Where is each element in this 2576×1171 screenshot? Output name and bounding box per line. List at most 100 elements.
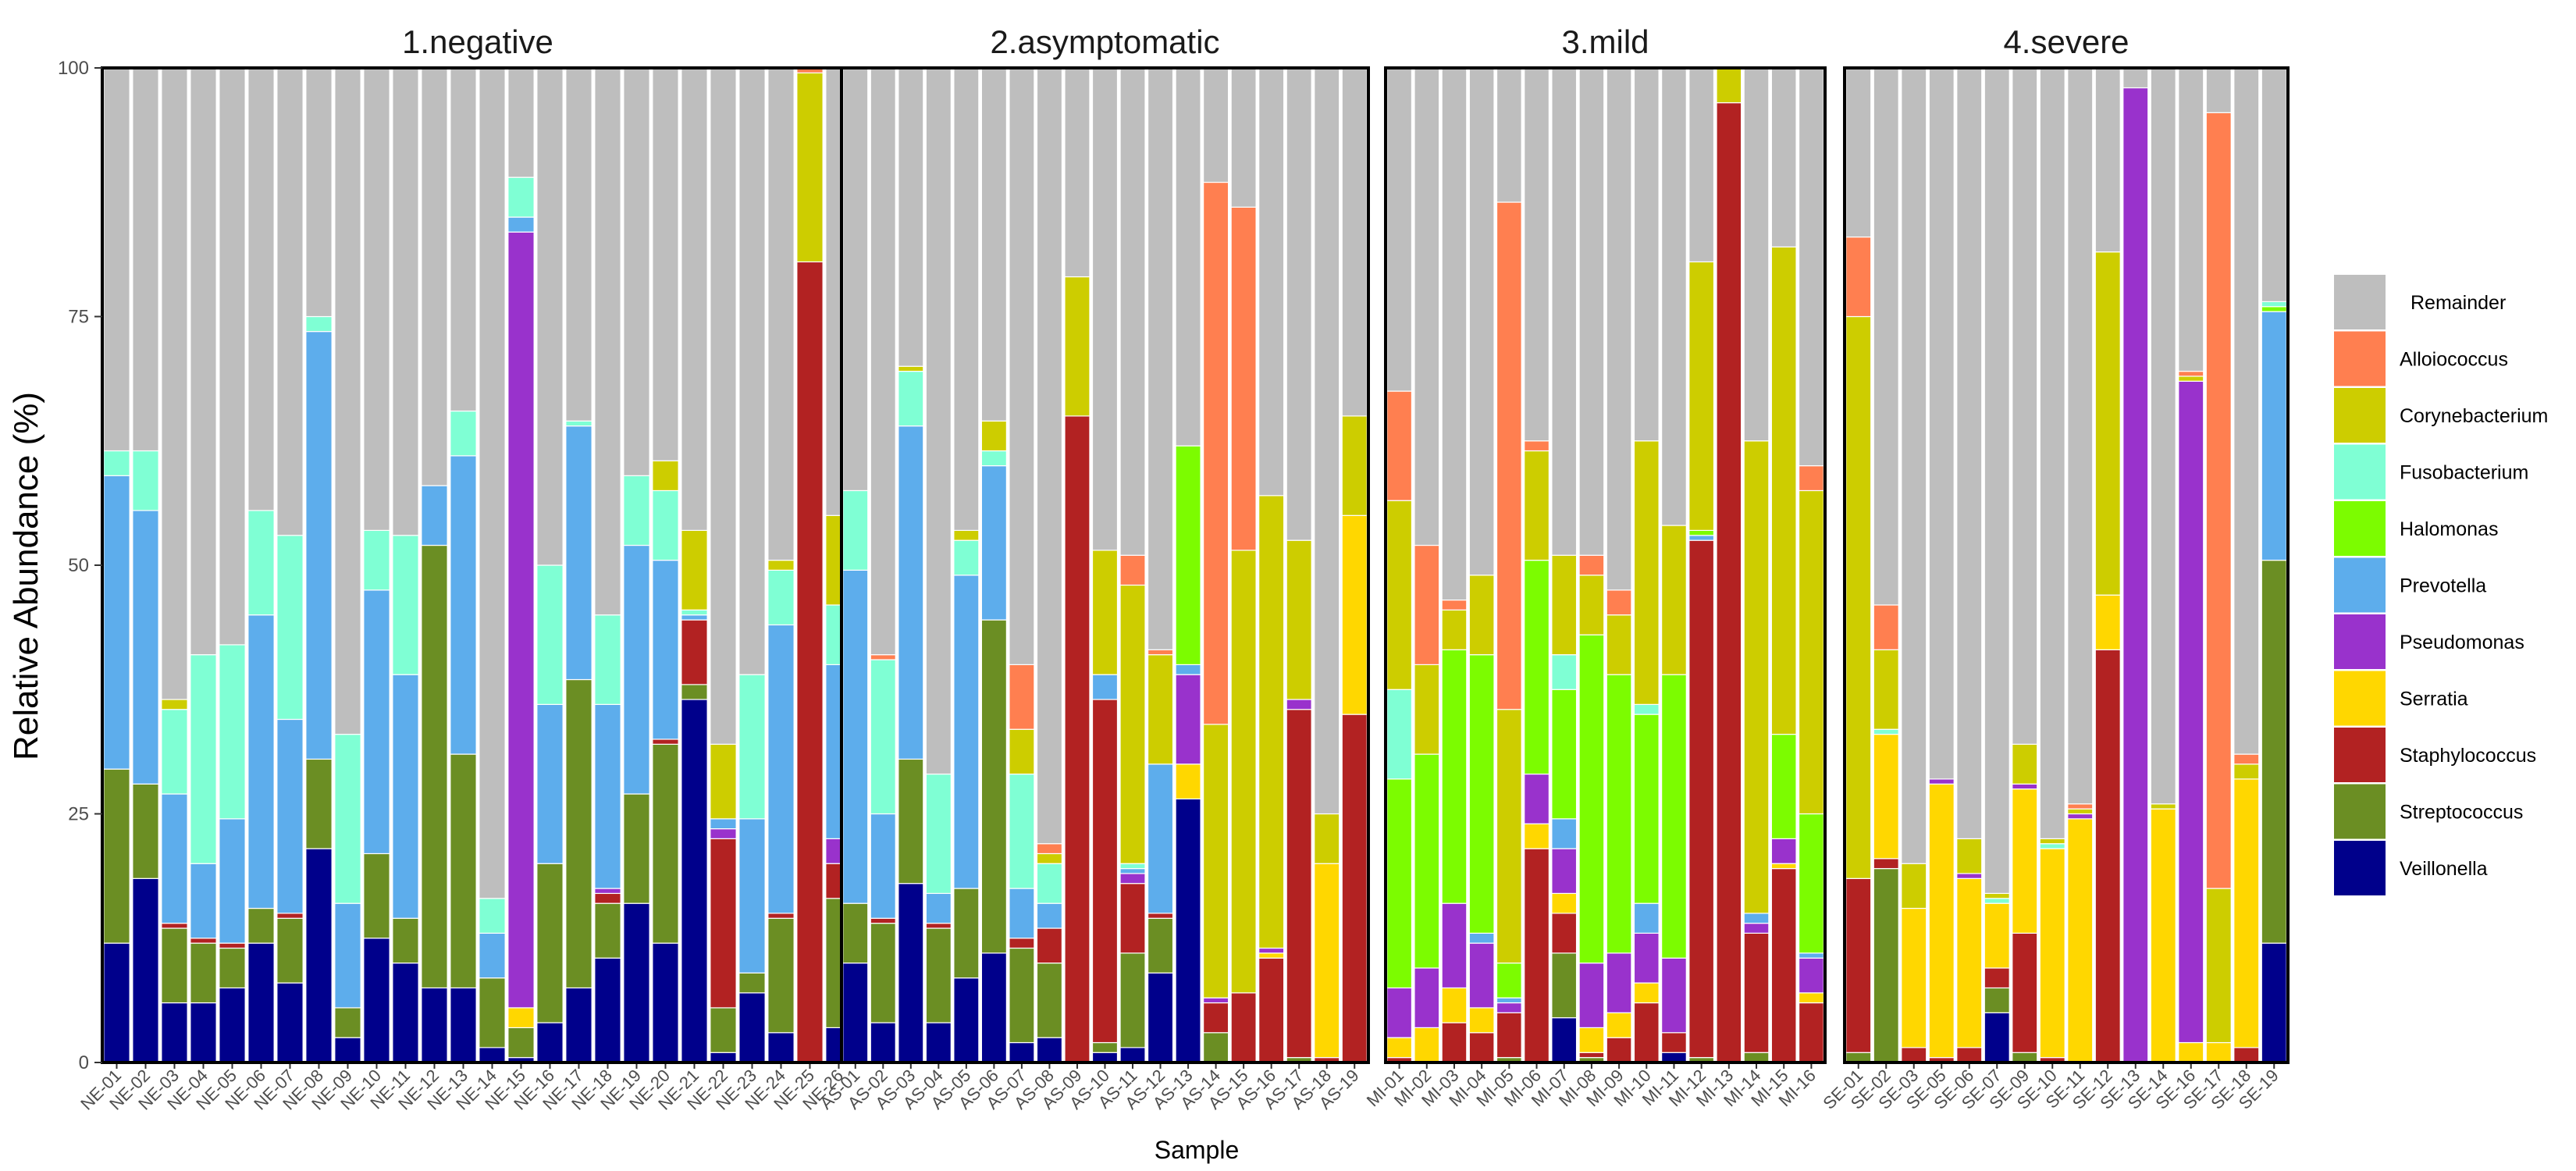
bar-segment-prevotella — [1633, 902, 1660, 934]
bar-segment-serratia — [1633, 982, 1660, 1004]
bar-segment-remainder — [1578, 67, 1605, 556]
stacked-bar — [363, 67, 390, 1063]
bar-segment-veillonella — [305, 848, 333, 1063]
stacked-bar — [507, 67, 535, 1063]
bar-segment-alloiococcus — [1524, 440, 1550, 452]
bar-segment-remainder — [1175, 67, 1201, 447]
bar-segment-remainder — [276, 67, 304, 536]
bar-segment-corynebacterium — [1551, 554, 1578, 656]
bar-segment-staphylococcus — [767, 913, 795, 919]
bar-segment-staphylococcus — [1688, 539, 1715, 1059]
bar-segment-staphylococcus — [1770, 867, 1797, 1063]
bar-segment-remainder — [1230, 67, 1257, 208]
bar-segment-halomonas — [1688, 529, 1715, 536]
bar-segment-alloiococcus — [1386, 390, 1413, 501]
bar-segment-pseudomonas — [507, 231, 535, 1009]
bar-segment-alloiococcus — [1873, 604, 1899, 650]
bar-segment-serratia — [2205, 1041, 2232, 1063]
bar-segment-remainder — [767, 67, 795, 561]
bar-segment-staphylococcus — [219, 942, 246, 949]
bar-segment-remainder — [1845, 67, 1872, 238]
bar-segment-remainder — [2205, 67, 2232, 113]
bar-segment-prevotella — [898, 425, 924, 760]
bar-segment-serratia — [2233, 778, 2260, 1048]
bar-segment-halomonas — [1770, 733, 1797, 839]
bar-segment-prevotella — [953, 575, 980, 889]
stacked-bar — [1175, 67, 1201, 1063]
bar-segment-corynebacterium — [796, 72, 824, 263]
bar-segment-pseudomonas — [1798, 957, 1824, 994]
bar-segment-veillonella — [190, 1002, 217, 1063]
bar-segment-prevotella — [247, 614, 275, 909]
bar-segment-streptococcus — [421, 544, 448, 989]
bar-segment-staphylococcus — [1091, 699, 1119, 1044]
facet-title: 3.mild — [1561, 23, 1649, 60]
bar-segment-streptococcus — [980, 619, 1007, 954]
legend-item: Serratia — [2334, 671, 2468, 726]
bar-segment-fusobacterium — [623, 475, 650, 546]
bar-segment-corynebacterium — [980, 420, 1007, 452]
bar-segment-fusobacterium — [536, 564, 564, 705]
bar-segment-fusobacterium — [898, 370, 924, 427]
bar-segment-remainder — [1258, 67, 1285, 497]
bar-segment-halomonas — [1551, 689, 1578, 820]
bar-segment-remainder — [363, 67, 390, 532]
bar-segment-remainder — [1770, 67, 1797, 247]
y-axis: 0 25 50 75 100 — [58, 58, 102, 1073]
bar-segment-veillonella — [652, 942, 679, 1063]
facet-panel: SE-01SE-02SE-03SE-05SE-06SE-07SE-09SE-10… — [1819, 23, 2290, 1113]
bar-segment-streptococcus — [276, 917, 304, 984]
bar-segment-remainder — [2178, 67, 2204, 372]
bar-segment-pseudomonas — [1956, 873, 1983, 879]
stacked-bar — [1770, 67, 1797, 1063]
bar-segment-staphylococcus — [1441, 1022, 1468, 1063]
bar-segment-halomonas — [1798, 813, 1824, 954]
bar-segment-corynebacterium — [2150, 803, 2176, 810]
bar-segment-prevotella — [2261, 311, 2287, 561]
bar-segment-halomonas — [1414, 753, 1440, 969]
legend-label: Alloiococcus — [2400, 349, 2508, 371]
bar-segment-pseudomonas — [1578, 962, 1605, 1029]
bar-segment-corynebacterium — [1441, 609, 1468, 650]
stacked-bar — [925, 67, 952, 1063]
bar-segment-remainder — [132, 67, 159, 452]
legend-label: Staphylococcus — [2400, 745, 2536, 767]
bar-segment-veillonella — [161, 1002, 188, 1063]
bar-segment-fusobacterium — [1386, 689, 1413, 780]
bar-segment-streptococcus — [1203, 1032, 1229, 1063]
bar-segment-serratia — [2150, 808, 2176, 1063]
stacked-bar — [1091, 67, 1119, 1063]
bar-segment-serratia — [2094, 594, 2121, 650]
bar-segment-prevotella — [536, 703, 564, 864]
bar-segment-corynebacterium — [681, 529, 708, 610]
y-tick-label: 25 — [68, 804, 89, 825]
stacked-bar — [738, 67, 766, 1063]
bar-segment-prevotella — [161, 793, 188, 924]
bar-segment-halomonas — [1496, 962, 1522, 998]
bar-segment-corynebacterium — [1009, 728, 1035, 775]
bar-segment-streptococcus — [334, 1007, 361, 1038]
bar-segment-corynebacterium — [1798, 489, 1824, 815]
bar-segment-fusobacterium — [980, 450, 1007, 467]
bar-segment-corynebacterium — [1873, 649, 1899, 730]
stacked-bar — [710, 67, 737, 1063]
stacked-bar — [898, 67, 924, 1063]
legend-key — [2334, 444, 2386, 500]
bar-segment-pseudomonas — [1633, 932, 1660, 984]
bar-segment-remainder — [1606, 67, 1632, 591]
bar-segment-remainder — [2122, 67, 2149, 89]
bar-segment-staphylococcus — [1203, 1002, 1229, 1034]
bar-segment-remainder — [507, 67, 535, 178]
bar-segment-prevotella — [450, 455, 477, 755]
stacked-bar — [1743, 67, 1770, 1063]
bar-segment-halomonas — [1175, 445, 1201, 665]
stacked-bar — [1147, 67, 1174, 1063]
bar-segment-streptococcus — [161, 927, 188, 1004]
stacked-bar — [1314, 67, 1340, 1063]
legend-label: Prevotella — [2400, 575, 2486, 597]
legend-item: Halomonas — [2334, 501, 2498, 556]
bar-segment-corynebacterium — [1230, 550, 1257, 994]
bar-segment-remainder — [1203, 67, 1229, 183]
bar-segment-streptococcus — [1036, 962, 1063, 1038]
legend-label: Pseudomonas — [2400, 632, 2524, 653]
